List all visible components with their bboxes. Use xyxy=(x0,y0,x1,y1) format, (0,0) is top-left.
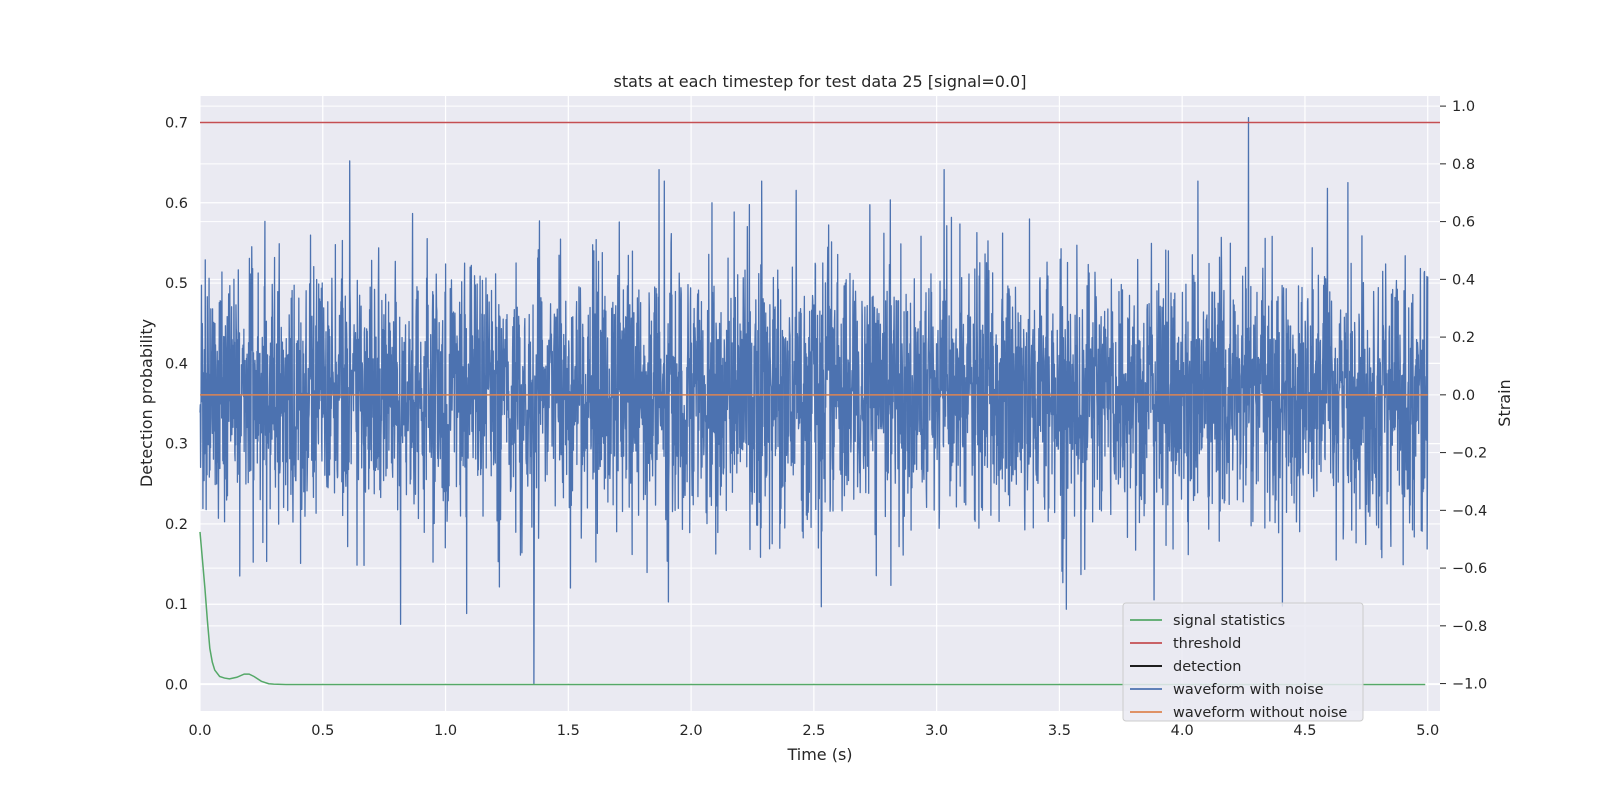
legend-label: signal statistics xyxy=(1173,613,1285,629)
y-tick-label-left: 0.7 xyxy=(165,115,188,131)
y-tick-label-right: 0.6 xyxy=(1452,215,1475,231)
x-tick-label: 2.5 xyxy=(802,723,825,739)
x-tick-label: 0.5 xyxy=(311,723,334,739)
y-axis-label-left: Detection probability xyxy=(137,319,156,487)
legend: signal statistics threshold detection wavef… xyxy=(1122,602,1364,722)
y-tick-label-right: 0.4 xyxy=(1452,272,1475,288)
x-tick-label: 1.0 xyxy=(434,723,457,739)
y-tick-label-right: −0.2 xyxy=(1452,446,1487,462)
x-tick-label: 4.5 xyxy=(1293,723,1316,739)
tick-labels: 0.0 0.5 1.0 1.5 2.0 2.5 3.0 3.5 4.0 4.5 5.0 0.0 0.1 0… xyxy=(165,99,1487,739)
x-tick-label: 4.0 xyxy=(1171,723,1194,739)
y-tick-label-left: 0.2 xyxy=(165,517,188,533)
x-tick-label: 3.0 xyxy=(925,723,948,739)
y-tick-label-right: −0.6 xyxy=(1452,561,1487,577)
y-tick-label-right: 0.2 xyxy=(1452,330,1475,346)
y-tick-label-left: 0.3 xyxy=(165,437,188,453)
legend-label: detection xyxy=(1173,659,1241,675)
waveform-with-noise-line xyxy=(199,117,1429,685)
y-tick-label-right: −0.4 xyxy=(1452,503,1487,519)
x-tick-label: 5.0 xyxy=(1416,723,1439,739)
y-tick-label-right: 0.0 xyxy=(1452,388,1475,404)
y-tick-label-right: 1.0 xyxy=(1452,99,1475,115)
series-waveform-with-noise xyxy=(199,117,1429,685)
x-tick-label: 0.0 xyxy=(188,723,211,739)
y-axis-label-right: Strain xyxy=(1495,379,1514,426)
legend-box xyxy=(1122,602,1364,722)
y-tick-label-left: 0.1 xyxy=(165,597,188,613)
legend-label: waveform with noise xyxy=(1173,682,1324,698)
y-tick-label-left: 0.6 xyxy=(165,196,188,212)
legend-label: waveform without noise xyxy=(1173,705,1347,721)
x-tick-label: 2.0 xyxy=(680,723,703,739)
y-tick-label-left: 0.4 xyxy=(165,356,188,372)
y-tick-label-right: −0.8 xyxy=(1452,619,1487,635)
chart-title: stats at each timestep for test data 25 … xyxy=(614,72,1027,91)
legend-label: threshold xyxy=(1173,636,1241,652)
x-axis-label: Time (s) xyxy=(786,745,852,764)
x-tick-label: 3.5 xyxy=(1048,723,1071,739)
y-tick-label-right: −1.0 xyxy=(1452,677,1487,693)
signal-statistics-line xyxy=(199,531,1426,686)
y-tick-label-left: 0.5 xyxy=(165,276,188,292)
y-tick-label-right: 0.8 xyxy=(1452,157,1475,173)
x-tick-label: 1.5 xyxy=(557,723,580,739)
series-layer xyxy=(199,121,1440,686)
y-tick-label-left: 0.0 xyxy=(165,678,188,694)
